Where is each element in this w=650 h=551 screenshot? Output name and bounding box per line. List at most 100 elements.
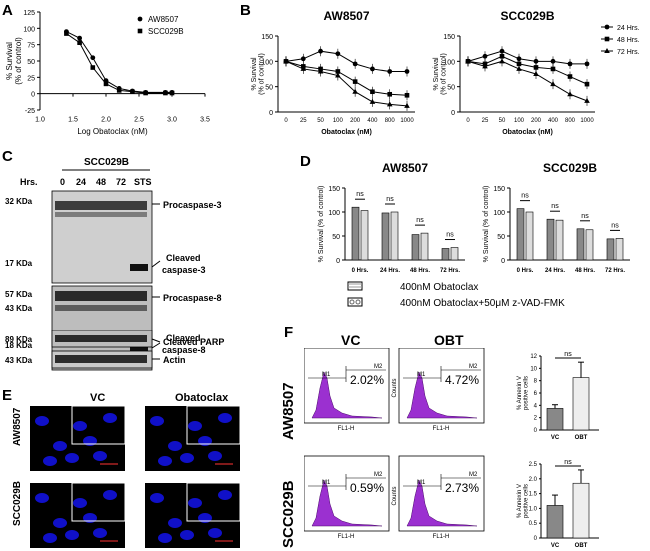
kda-label: 17 KDa [5,259,33,268]
y-tick-label: 10 [530,366,537,372]
histogram [311,371,383,419]
y-tick-label: 50 [27,59,35,66]
m1-label: M1 [417,372,426,378]
data-point [533,71,539,76]
legend-obatoclax: 400nM Obatoclax [400,282,478,293]
kda-label: 32 KDa [5,197,33,206]
y-tick-label: 12 [530,354,537,360]
y-tick-label: 100 [443,59,455,66]
histogram [406,371,478,419]
y-axis-label: % Survival(% of control) [251,53,266,95]
nucleus [168,518,182,528]
nucleus [188,421,202,431]
m2-label: M2 [374,472,383,478]
data-point [300,65,307,71]
histogram [311,479,383,527]
x-tick-label: 25 [482,118,489,124]
data-point [90,65,96,70]
bar-zvad [615,238,624,261]
micro-col-obatoclax: Obatoclax [175,392,229,404]
blot-hrs-label: Hrs. [20,177,38,187]
micro-row-scc029b: SCC029B [12,480,23,526]
microscopy-panel: VC Obatoclax AW8507 SCC029B [12,390,280,550]
x-tick-label: 72 Hrs. [605,268,625,274]
y-tick-label: 4 [534,403,538,409]
blot-parp-actin: 89 KDa 43 KDa Cleaved PARP Actin [5,330,224,369]
x-tick-label: 0 [466,118,470,124]
x-tick-label: 1.5 [68,117,78,124]
x-tick-label: 25 [300,118,307,124]
data-point [584,81,590,87]
y-tick-label: 150 [493,186,505,193]
kda-label: 43 KDa [5,356,33,365]
y-axis-label: % Annexin Vpositive cells [517,484,530,518]
data-point [116,88,122,93]
x-tick-label: 48 Hrs. [575,268,595,274]
x-tick-label: VC [551,435,560,441]
x-axis-label: FL1-H [433,534,450,540]
series-line [66,31,172,93]
x-tick-label: OBT [575,543,588,549]
x-tick-label: 72 Hrs. [440,268,460,274]
x-tick-label: 1000 [580,118,594,124]
ns-label: ns [356,191,364,198]
y-tick-label: 0 [31,92,35,99]
ns-label: ns [611,222,619,229]
legend-marker [604,36,610,42]
x-tick-label: 400 [367,118,378,124]
nucleus [35,493,49,503]
data-point [64,31,69,36]
ns-label: ns [446,232,454,239]
data-point [352,88,358,94]
x-axis-label: Obatoclax (nM) [321,129,372,136]
nucleus [208,528,222,538]
nucleus [158,533,172,543]
bar-zvad [525,211,534,261]
chart-a: -25 0 25 50 75 100 125 1.0 1.5 2.0 2.5 3.0 3.5 Log Ob… [5,10,210,136]
bar-obatoclax [576,228,585,261]
blot-title: SCC029B [84,157,129,168]
x-tick-label: VC [551,543,560,549]
nucleus [35,416,49,426]
data-point [499,53,505,59]
nucleus [218,413,232,423]
series-line [467,55,588,85]
lane-label: STS [134,177,152,187]
data-point [370,89,375,95]
bar-zvad [450,247,459,261]
legend-marker [137,16,143,22]
bar-obatoclax [441,248,450,261]
bar-obatoclax [351,206,360,261]
cleaved8-label: Cleaved [166,333,201,343]
data-point [482,63,488,69]
nucleus [73,421,87,431]
chart-title: SCC029B [543,161,597,175]
m2-label: M2 [469,472,478,478]
x-tick-label: 800 [565,118,576,124]
y-tick-label: 100 [23,26,35,33]
micro-col-vc: VC [90,392,106,404]
x-axis-label: FL1-H [338,426,355,432]
legend-marker [604,24,610,30]
x-tick-label: 50 [499,118,506,124]
y-tick-label: 100 [328,210,340,217]
panel-label-e: E [2,387,13,404]
cleaved3-label: Cleaved [166,253,201,263]
legend-marker [604,48,610,53]
data-point [103,81,109,87]
flow-panel: VC OBT AW8507 SCC029B M1 M2 2.02% FL1-H Coun… [280,330,650,551]
data-point [317,68,324,74]
y-tick-label: 125 [23,10,35,17]
histogram-frame [304,455,390,532]
panel-label-b: B [240,2,251,19]
panel-label-f: F [284,324,294,341]
x-tick-label: 400 [548,118,559,124]
inset-box [186,482,241,522]
data-point [352,61,358,67]
y-tick-label: 100 [261,59,273,66]
bar [546,408,564,431]
ns-label: ns [581,213,589,220]
x-tick-label: 800 [385,118,396,124]
y-axis-label: % Annexin Vpositive cells [517,376,530,410]
